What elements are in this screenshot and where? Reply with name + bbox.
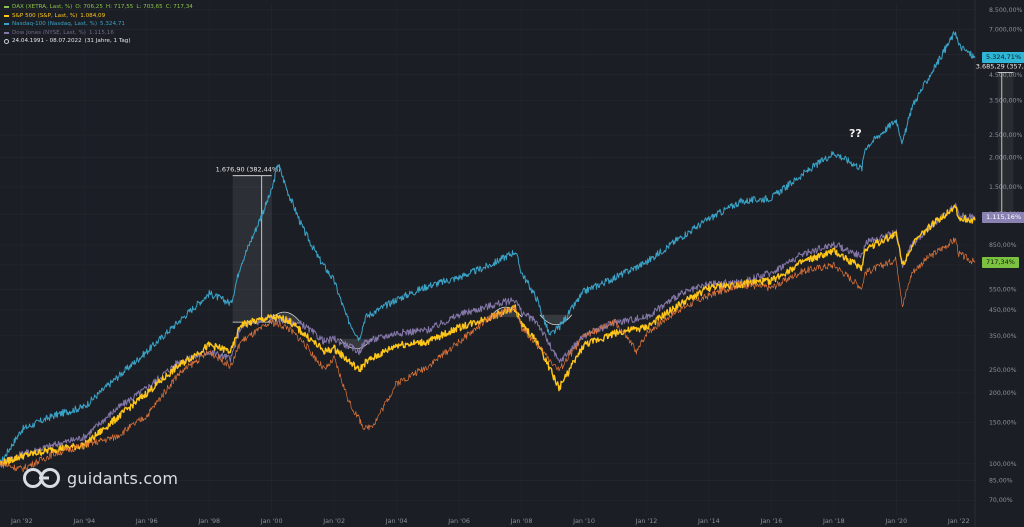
x-tick-label: Jan '92	[10, 517, 33, 525]
legend-dax[interactable]: DAX (XETRA, Last, %) O: 706,25 H: 717,55…	[4, 3, 193, 12]
y-tick-label: 85,00%	[989, 477, 1013, 484]
x-tick-label: Jan '12	[635, 517, 658, 525]
y-tick-label: 200,00%	[989, 390, 1017, 397]
badge-dax-last: 717,34%	[982, 256, 1019, 268]
guidants-logo-text: guidants.com	[67, 468, 179, 488]
x-tick-label: Jan '94	[72, 517, 95, 525]
x-tick-label: Jan '00	[260, 517, 283, 525]
annotation-dotcom-peak: 1.676,90 (382,44%)	[216, 166, 281, 174]
legend-nasdaq-label: Nasdaq-100 (Nasdaq, Last, %)	[12, 21, 98, 28]
y-tick-label: 100,00%	[989, 461, 1017, 468]
y-tick-label: 250,00%	[989, 367, 1017, 374]
guidants-logo-icon	[23, 468, 60, 488]
legend-nasdaq[interactable]: Nasdaq-100 (Nasdaq, Last, %) 5.324,71	[4, 20, 193, 29]
y-tick-label: 150,00%	[989, 419, 1017, 426]
series-line-dow[interactable]	[0, 202, 976, 467]
legend-dow[interactable]: Dow Jones (NYSE, Last, %) 1.115,16	[4, 29, 193, 38]
x-tick-label: Jan '22	[947, 517, 970, 525]
badge-nasdaq-last: 5.324,71%	[982, 52, 1024, 64]
series-line-dax[interactable]	[0, 237, 976, 473]
y-tick-label: 3.500,00%	[989, 98, 1023, 105]
chart-legend: DAX (XETRA, Last, %) O: 706,25 H: 717,55…	[4, 3, 193, 46]
x-tick-label: Jan '04	[385, 517, 408, 525]
clock-icon	[4, 39, 9, 45]
legend-nasdaq-value: 5.324,71	[100, 21, 125, 28]
x-tick-label: Jan '20	[884, 517, 907, 525]
y-tick-label: 2.500,00%	[989, 132, 1023, 139]
x-tick-label: Jan '08	[510, 517, 533, 525]
measure-box-dotcom	[232, 175, 272, 323]
legend-sp500-label: S&P 500 (S&P, Last, %)	[12, 12, 78, 19]
legend-dax-label: DAX (XETRA, Last, %)	[12, 4, 73, 10]
legend-dow-label: Dow Jones (NYSE, Last, %)	[12, 29, 86, 36]
y-tick-label: 1.500,00%	[989, 184, 1023, 191]
series-line-nasdaq[interactable]	[0, 31, 976, 466]
x-tick-label: Jan '10	[572, 517, 595, 525]
series-line-sp500[interactable]	[0, 204, 976, 467]
x-tick-label: Jan '96	[135, 517, 158, 525]
x-tick-label: Jan '02	[322, 517, 345, 525]
chart-series	[0, 31, 976, 473]
x-axis: Jan '92 Jan '94 Jan '96 Jan '98 Jan '00 Jan '…	[10, 517, 970, 525]
y-tick-label: 550,00%	[989, 287, 1017, 294]
y-tick-label: 70,00%	[989, 497, 1013, 504]
legend-range: 24.04.1991 - 08.07.2022 (31 Jahre, 1 Tag…	[4, 37, 193, 46]
x-tick-label: Jan '06	[447, 517, 470, 525]
annotation-current-drop: 3.685,29 (357,24%)	[976, 63, 1024, 71]
chart-annotations: 1.676,90 (382,44%) 3.685,29 (357,24%)??	[216, 63, 1024, 350]
y-tick-label: 8.500,00%	[989, 7, 1023, 14]
guidants-logo[interactable]: guidants.com	[22, 467, 178, 489]
measure-box-current	[997, 72, 1014, 223]
chart-grid	[0, 0, 976, 527]
y-tick-label: 850,00%	[989, 242, 1017, 249]
legend-sp500-value: 1.084,09	[80, 12, 106, 19]
x-tick-label: Jan '98	[197, 517, 220, 525]
legend-dax-close: C: 717,34	[165, 4, 193, 10]
x-tick-label: Jan '18	[822, 517, 845, 525]
annotation-question: ??	[849, 127, 862, 140]
legend-range-note: (31 Jahre, 1 Tag)	[84, 38, 131, 45]
legend-dow-value: 1.115,16	[88, 29, 114, 36]
y-tick-label: 4.500,00%	[989, 72, 1023, 79]
badge-dow-last: 1.115,16%	[982, 211, 1024, 223]
legend-dax-high: H: 717,55	[105, 4, 134, 10]
legend-range-dates: 24.04.1991 - 08.07.2022	[12, 38, 82, 45]
legend-sp500[interactable]: S&P 500 (S&P, Last, %) 1.084,09	[4, 12, 193, 21]
y-tick-label: 2.000,00%	[989, 155, 1023, 162]
legend-dax-low: L: 703,65	[136, 4, 163, 10]
y-tick-label: 450,00%	[989, 307, 1017, 314]
y-tick-label: 7.000,00%	[989, 27, 1023, 34]
x-tick-label: Jan '16	[759, 517, 782, 525]
legend-dax-open: O: 706,25	[75, 4, 103, 10]
y-tick-label: 350,00%	[989, 333, 1017, 340]
x-tick-label: Jan '14	[697, 517, 720, 525]
